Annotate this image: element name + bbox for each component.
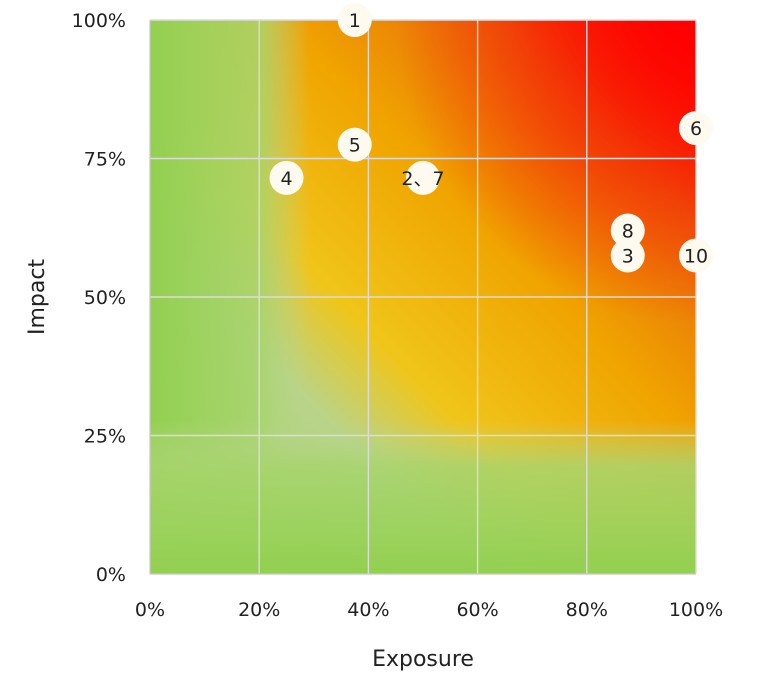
data-point-label: 10 <box>684 245 708 267</box>
data-point-marker <box>679 111 713 146</box>
y-tick-label: 0% <box>96 564 126 586</box>
x-tick-label: 0% <box>135 599 165 621</box>
x-axis-title: Exposure <box>372 647 474 672</box>
y-tick-label: 75% <box>84 149 126 171</box>
data-point-label: 6 <box>690 118 702 140</box>
data-point: 4 <box>269 160 304 195</box>
data-point-marker <box>337 127 372 162</box>
data-point: 3 <box>610 238 645 273</box>
axes <box>149 20 696 575</box>
x-tick-labels: 0% 20% 40% 60% 80% 100% <box>135 599 723 621</box>
data-point-label: 5 <box>349 135 361 157</box>
data-point-label: 4 <box>280 168 292 190</box>
data-point-marker <box>406 160 440 195</box>
data-point-marker <box>337 3 372 37</box>
heatmap-low-impact-band <box>150 420 696 574</box>
data-point-label: 1 <box>349 10 361 32</box>
x-tick-label: 60% <box>456 599 498 621</box>
x-tick-label: 40% <box>347 599 389 621</box>
y-axis-title: Impact <box>25 259 50 335</box>
data-point-marker <box>679 238 713 273</box>
data-point: 2、7 <box>401 160 445 195</box>
y-tick-label: 50% <box>84 287 126 309</box>
data-point: 5 <box>337 127 372 162</box>
data-point-label: 2、7 <box>401 168 444 190</box>
data-point: 8 <box>610 213 645 248</box>
data-point-label: 8 <box>622 221 634 243</box>
data-point: 6 <box>679 111 713 146</box>
data-points: 1 5 4 2、7 6 83 10 <box>269 3 713 273</box>
data-point-marker <box>610 213 645 248</box>
data-point-marker <box>610 238 645 273</box>
x-tick-label: 100% <box>669 599 723 621</box>
data-point-label: 3 <box>622 245 634 267</box>
data-point: 1 <box>337 3 372 37</box>
y-tick-labels: 0% 25% 50% 75% 100% <box>72 10 126 586</box>
gridlines <box>150 19 697 574</box>
data-point-marker <box>269 160 304 195</box>
x-tick-label: 20% <box>238 599 280 621</box>
y-tick-label: 100% <box>72 10 126 32</box>
data-point: 10 <box>679 238 713 273</box>
x-tick-label: 80% <box>566 599 608 621</box>
y-tick-label: 25% <box>84 426 126 448</box>
